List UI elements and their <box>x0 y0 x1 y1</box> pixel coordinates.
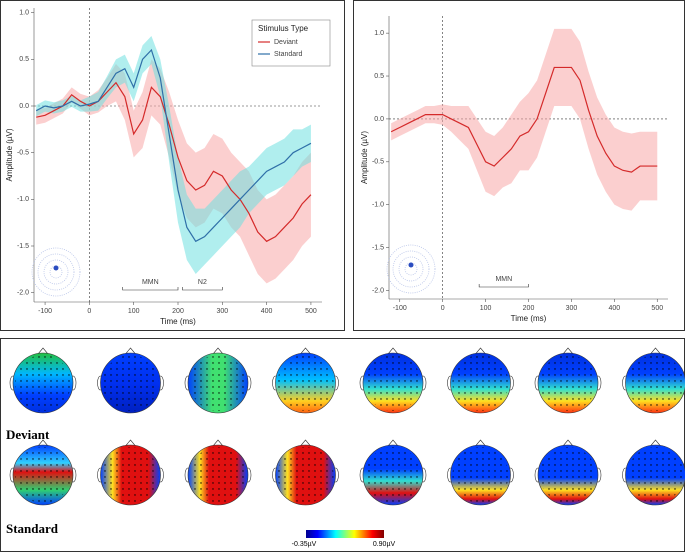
electrode-ring <box>399 257 423 281</box>
x-tick-label: 300 <box>216 308 228 315</box>
legend-label: Standard <box>274 51 303 58</box>
colorbar <box>306 530 384 538</box>
electrode-ring <box>393 251 429 287</box>
y-tick-label: 0.5 <box>374 73 384 80</box>
window-bracket <box>123 287 178 290</box>
x-tick-label: -100 <box>393 305 407 312</box>
y-axis-label: Amplitude (µV) <box>5 128 14 181</box>
window-bracket <box>479 284 528 287</box>
electrode-roi <box>54 266 59 271</box>
electrode-roi <box>409 263 414 268</box>
electrodes <box>190 355 246 411</box>
electrode-ring <box>44 260 68 284</box>
y-tick-label: -1.5 <box>372 244 384 251</box>
electrode-ring <box>38 254 74 290</box>
y-tick-label: -1.0 <box>372 202 384 209</box>
electrodes <box>365 355 421 411</box>
y-tick-label: 0.0 <box>374 116 384 123</box>
x-tick-label: 400 <box>261 308 273 315</box>
electrodes <box>103 447 159 503</box>
electrodes <box>15 447 71 503</box>
x-tick-label: 500 <box>651 305 663 312</box>
electrodes <box>453 355 509 411</box>
x-tick-label: 200 <box>172 308 184 315</box>
electrodes <box>453 447 509 503</box>
y-tick-label: -0.5 <box>17 150 29 157</box>
electrode-ring <box>32 248 80 296</box>
confidence-band <box>391 29 657 211</box>
electrodes <box>628 355 684 411</box>
x-tick-label: 100 <box>128 308 140 315</box>
y-tick-label: 1.0 <box>19 10 29 17</box>
x-tick-label: 300 <box>566 305 578 312</box>
colorbar-max: 0.90µV <box>373 541 396 548</box>
y-tick-label: 0.0 <box>19 103 29 110</box>
window-label: MMN <box>142 279 159 286</box>
electrodes <box>540 355 596 411</box>
x-tick-label: 0 <box>441 305 445 312</box>
x-tick-label: 400 <box>609 305 621 312</box>
window-bracket <box>182 287 222 290</box>
y-tick-label: 0.5 <box>19 56 29 63</box>
x-tick-label: 500 <box>305 308 317 315</box>
electrodes <box>540 447 596 503</box>
electrodes <box>190 447 246 503</box>
window-label: N2 <box>198 279 207 286</box>
legend-label: Deviant <box>274 39 298 46</box>
x-tick-label: 0 <box>87 308 91 315</box>
legend-title: Stimulus Type <box>258 24 309 33</box>
y-tick-label: -1.5 <box>17 243 29 250</box>
electrodes <box>103 355 159 411</box>
y-tick-label: 1.0 <box>374 30 384 37</box>
window-label: MMN <box>495 276 512 283</box>
electrodes <box>15 355 71 411</box>
electrodes <box>278 447 334 503</box>
colorbar-min: -0.35µV <box>292 541 317 548</box>
x-tick-label: -100 <box>38 308 52 315</box>
electrodes <box>365 447 421 503</box>
y-tick-label: -0.5 <box>372 159 384 166</box>
topomaps <box>10 348 685 505</box>
x-tick-label: 200 <box>523 305 535 312</box>
x-axis-label: Time (ms) <box>511 314 547 323</box>
row-label: Deviant <box>6 427 50 442</box>
y-tick-label: -2.0 <box>17 290 29 297</box>
electrode-ring <box>387 245 435 293</box>
row-label: Standard <box>6 521 59 536</box>
y-axis-label: Amplitude (µV) <box>360 131 369 184</box>
y-tick-label: -2.0 <box>372 287 384 294</box>
x-axis-label: Time (ms) <box>160 317 196 326</box>
electrodes <box>628 447 684 503</box>
x-tick-label: 100 <box>480 305 492 312</box>
electrodes <box>278 355 334 411</box>
y-tick-label: -1.0 <box>17 196 29 203</box>
